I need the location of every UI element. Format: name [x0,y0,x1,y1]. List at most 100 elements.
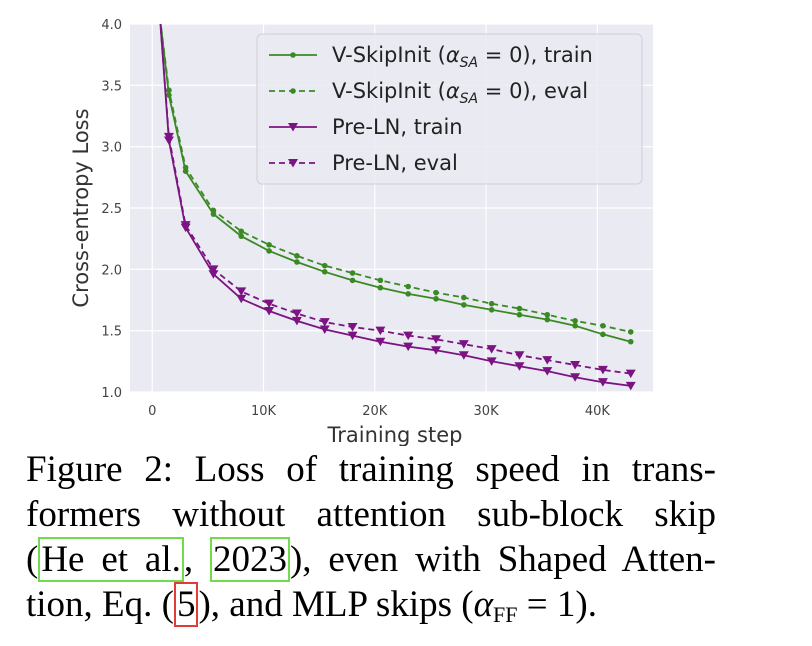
y-tick-label: 1.5 [101,325,122,340]
caption-text: = 1). [517,584,597,625]
data-point [572,322,578,329]
caption-line-1: Figure 2: Loss of training speed in tran… [26,449,716,490]
data-point [377,277,384,284]
data-point [627,329,634,335]
data-point [375,326,386,336]
data-point [625,369,636,379]
caption-line-2: formers without attention sub-block skip [26,494,716,535]
data-point [238,228,245,235]
data-point [294,253,300,259]
loss-chart: 0 10K 20K 30K 40K 1.0 1.5 2.0 2.5 3.0 3.5 4.0 V-Ski… [69,18,653,446]
caption-text: tion, Eq. ( [26,584,174,625]
data-point [431,346,442,355]
y-tick-label: 1.0 [101,386,122,401]
data-point [266,248,272,254]
data-point [347,331,358,341]
data-point [542,367,553,376]
data-point [210,207,217,214]
data-point [180,221,191,230]
x-axis-label: Training step [327,423,463,446]
data-point [431,335,442,344]
data-point [572,318,578,324]
data-point [347,322,358,332]
legend-box [256,33,643,185]
y-tick-label: 3.5 [101,79,122,94]
y-tick-label: 2.0 [101,263,122,278]
data-point [321,262,328,269]
data-point [319,318,330,327]
data-point [486,357,497,366]
data-point [488,300,495,307]
legend-marker [288,159,298,168]
data-point [236,294,247,304]
data-point [291,309,302,318]
legend-entry: Pre-LN, train [269,115,463,139]
series-lines [159,24,636,391]
data-point [375,337,386,347]
legend-marker [290,52,296,58]
data-point [403,342,414,352]
data-point [544,311,551,318]
series-2 [159,24,636,391]
x-tick-label: 0 [148,404,156,419]
caption-text: ( [26,539,39,580]
data-point [514,362,525,371]
y-axis-label: Cross-entropy Loss [69,108,93,307]
data-point [266,242,272,248]
data-point [349,277,356,284]
alpha-subscript: FF [493,602,518,627]
y-tick-label: 2.5 [101,202,122,217]
legend: V-SkipInit (αSA = 0), train V-SkipInit (α… [256,33,643,185]
data-point [377,284,384,291]
x-tick-label: 40K [585,404,611,419]
data-point [433,295,439,302]
data-point [403,331,414,341]
data-point [488,307,495,313]
tick-labels: 0 10K 20K 30K 40K 1.0 1.5 2.0 2.5 3.0 3.5 4.0 [101,18,610,419]
data-point [433,289,439,296]
data-point [264,299,275,309]
legend-label: V-SkipInit (αSA = 0), train [332,43,593,71]
caption-line-3: (He et al., 2023), even with Shaped Atte… [26,537,716,582]
x-tick-label: 10K [251,404,277,419]
data-point [570,361,581,370]
legend-entry: V-SkipInit (αSA = 0), eval [269,79,588,107]
data-point [163,132,174,142]
caption-text: ), even with Shaped Atten- [289,539,716,580]
data-point [238,233,245,240]
data-point [166,87,172,94]
data-point [321,268,328,275]
legend-entry: Pre-LN, eval [269,151,458,175]
caption-text: ), and MLP skips ( [198,584,474,625]
x-tick-label: 30K [474,404,500,419]
data-point [570,373,581,382]
legend-marker [288,123,298,132]
y-tick-label: 3.0 [101,141,122,156]
data-point [600,322,606,329]
data-point [291,316,302,326]
legend-entry: V-SkipInit (αSA = 0), train [269,43,593,71]
data-point [182,164,189,171]
legend-label: V-SkipInit (αSA = 0), eval [332,79,588,107]
legend-marker [290,88,296,94]
figure-caption: Figure 2: Loss of training speed in tran… [26,447,716,637]
data-point [208,265,219,274]
citation-author-link[interactable]: He et al. [38,537,184,582]
data-point [405,291,411,297]
data-point [166,92,172,98]
citation-year-link[interactable]: 2023 [209,537,290,582]
data-point [264,307,275,316]
legend-label: Pre-LN, eval [332,151,458,175]
equation-ref-link[interactable]: 5 [173,582,199,627]
data-point [544,316,551,323]
data-point [514,351,525,360]
caption-text: , [183,539,210,580]
data-point [516,311,523,318]
data-point [349,270,356,276]
series-3 [159,24,636,379]
data-point [405,283,411,290]
data-point [319,325,330,334]
series-1 [159,24,634,335]
data-point [294,259,300,265]
legend-label: Pre-LN, train [332,115,463,139]
